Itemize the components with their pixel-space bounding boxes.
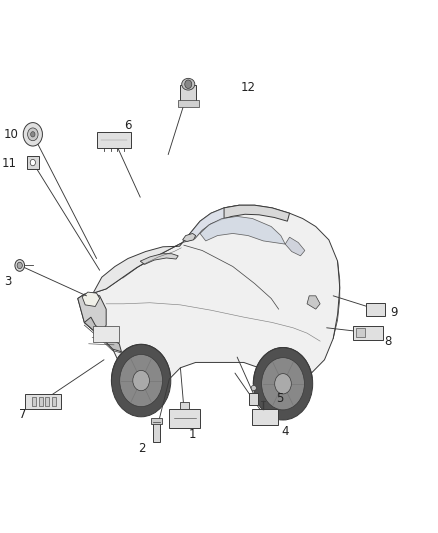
Polygon shape <box>200 216 285 244</box>
Bar <box>252 409 278 425</box>
Polygon shape <box>85 317 121 352</box>
Ellipse shape <box>251 385 256 391</box>
Circle shape <box>30 159 35 166</box>
Bar <box>180 402 189 409</box>
Circle shape <box>23 123 42 146</box>
Bar <box>32 397 36 406</box>
Bar <box>39 397 43 406</box>
Circle shape <box>28 128 38 141</box>
Polygon shape <box>183 233 196 241</box>
Text: 3: 3 <box>4 275 12 288</box>
Polygon shape <box>224 205 290 221</box>
Text: 12: 12 <box>241 81 256 94</box>
Polygon shape <box>78 293 106 336</box>
Bar <box>178 100 199 107</box>
Text: 5: 5 <box>276 392 284 405</box>
Polygon shape <box>307 296 320 309</box>
Bar <box>93 326 119 342</box>
Bar <box>45 397 49 406</box>
Bar <box>27 156 39 169</box>
Ellipse shape <box>182 78 195 90</box>
Bar <box>353 326 383 340</box>
Polygon shape <box>78 205 340 386</box>
Circle shape <box>31 132 35 137</box>
Polygon shape <box>183 205 239 243</box>
Bar <box>52 397 56 406</box>
Text: 11: 11 <box>2 157 17 170</box>
Bar <box>249 393 258 405</box>
Polygon shape <box>285 237 305 256</box>
Text: 8: 8 <box>384 335 392 348</box>
Polygon shape <box>93 243 183 293</box>
Text: 10: 10 <box>4 128 18 141</box>
Ellipse shape <box>15 260 25 271</box>
Circle shape <box>111 344 171 417</box>
Text: 1: 1 <box>189 428 196 441</box>
Ellipse shape <box>17 262 22 269</box>
Circle shape <box>185 80 192 88</box>
Circle shape <box>120 354 162 407</box>
Polygon shape <box>82 292 99 306</box>
Bar <box>356 328 365 337</box>
Circle shape <box>275 374 291 394</box>
Bar <box>170 409 200 428</box>
Circle shape <box>253 348 313 420</box>
Bar <box>180 85 196 102</box>
Text: 4: 4 <box>282 425 289 438</box>
Text: 6: 6 <box>124 119 132 132</box>
Text: 2: 2 <box>138 442 146 455</box>
Text: 9: 9 <box>391 306 398 319</box>
Text: 7: 7 <box>18 408 26 421</box>
Bar <box>25 394 61 409</box>
Bar <box>153 419 160 442</box>
Polygon shape <box>140 254 178 264</box>
Circle shape <box>133 370 149 391</box>
Bar <box>97 132 131 148</box>
Bar <box>366 303 385 316</box>
Circle shape <box>261 358 304 410</box>
Bar <box>151 418 162 424</box>
